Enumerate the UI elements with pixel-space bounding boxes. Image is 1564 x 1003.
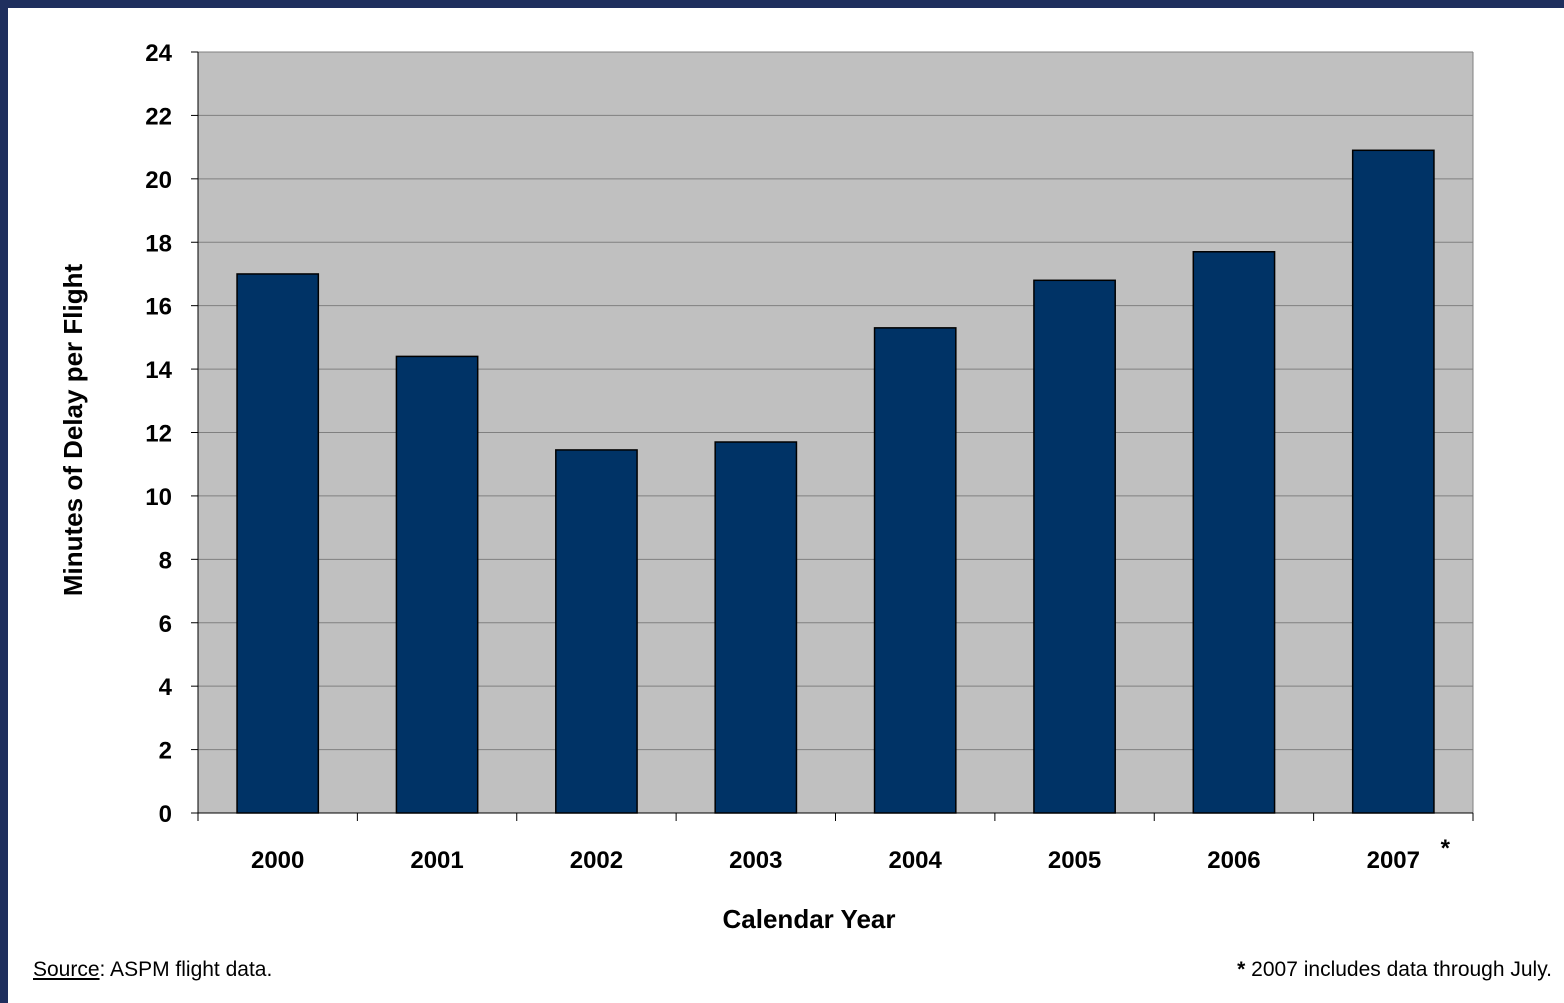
y-tick-label: 4 <box>159 674 173 701</box>
y-tick-label: 2 <box>159 738 172 765</box>
x-tick-label-2004: 2004 <box>888 847 942 874</box>
x-tick-labels: 2000 2001 2002 2003 2004 2005 2006 2007 * <box>251 835 1451 874</box>
y-tick-label: 6 <box>159 611 172 638</box>
y-tick-label: 0 <box>159 801 172 828</box>
x-tick-label-2002: 2002 <box>570 847 623 874</box>
y-axis-title: Minutes of Delay per Flight <box>58 264 88 597</box>
bar-2005 <box>1033 279 1116 814</box>
bar-2007 <box>1351 149 1435 814</box>
x-tick-label-2001: 2001 <box>410 847 463 874</box>
x-tick-label-2006: 2006 <box>1207 847 1260 874</box>
source-label: Source <box>33 958 100 981</box>
y-tick-label: 24 <box>145 40 172 67</box>
annotation-asterisk: * <box>1441 835 1451 862</box>
x-tick-label-2000: 2000 <box>251 847 304 874</box>
y-tick-label: 18 <box>145 230 172 257</box>
bar-2000 <box>236 273 320 814</box>
y-tick-label: 16 <box>145 294 172 321</box>
y-tick-label: 14 <box>145 357 172 384</box>
bar-2004 <box>873 327 957 814</box>
x-axis-title: Calendar Year <box>723 904 896 934</box>
x-tick-label-2007: 2007 <box>1367 847 1420 874</box>
note-asterisk: * <box>1237 958 1246 981</box>
bars <box>236 149 1435 814</box>
y-tick-label: 12 <box>145 421 172 448</box>
y-tick-label: 22 <box>145 103 172 130</box>
source-footnote: Source: ASPM flight data. <box>33 958 272 982</box>
frame-left-border <box>0 0 8 1003</box>
frame-top-border <box>0 0 1564 8</box>
x-tick-label-2003: 2003 <box>729 847 782 874</box>
bar-2003 <box>714 441 798 814</box>
bar-2001 <box>395 355 479 814</box>
x-tick-label-2005: 2005 <box>1048 847 1101 874</box>
source-text: : ASPM flight data. <box>99 958 273 981</box>
data-note: * 2007 includes data through July. <box>1237 958 1552 982</box>
bar-2002 <box>555 449 638 814</box>
note-text: 2007 includes data through July. <box>1245 958 1552 981</box>
y-tick-label: 10 <box>145 484 172 511</box>
y-tick-label: 8 <box>159 547 172 574</box>
y-tick-label: 20 <box>145 167 172 194</box>
bar-2006 <box>1192 251 1276 814</box>
axes <box>191 51 1474 821</box>
